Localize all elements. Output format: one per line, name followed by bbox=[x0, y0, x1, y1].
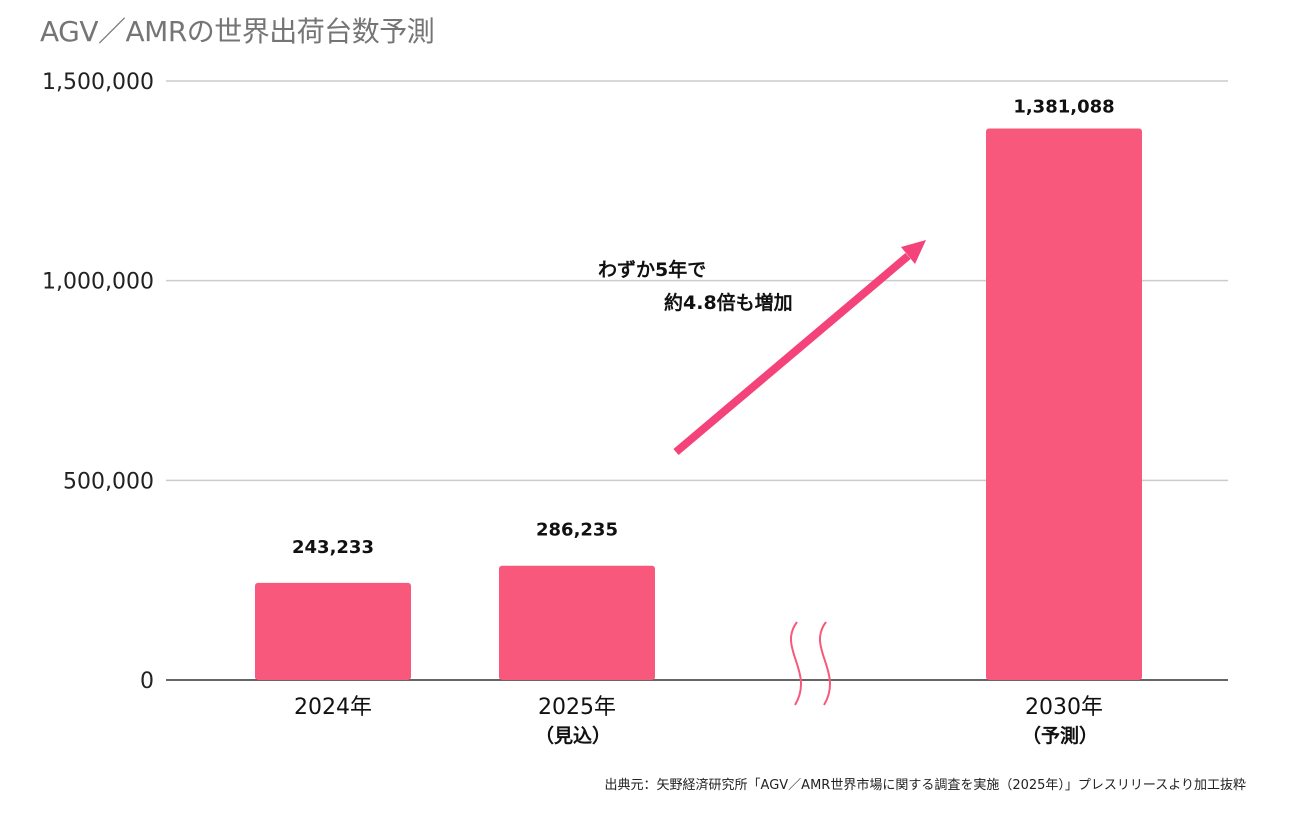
x-tick-note: （予測） bbox=[1022, 724, 1098, 747]
bar-2030年 bbox=[986, 128, 1142, 680]
arrow-head bbox=[901, 240, 926, 264]
arrow-shaft bbox=[673, 252, 911, 456]
y-tick-label: 1,500,000 bbox=[42, 70, 154, 95]
axis-break-wave bbox=[790, 621, 802, 706]
value-label: 286,235 bbox=[536, 520, 618, 541]
y-axis-tick-labels: 0 500,000 1,000,000 1,500,000 bbox=[42, 70, 154, 694]
bar-2024年 bbox=[255, 582, 411, 680]
x-tick-label: 2030年 bbox=[1025, 695, 1103, 720]
source-note: 出典元：矢野経済研究所「AGV／AMR世界市場に関する調査を実施（2025年）」… bbox=[604, 778, 1246, 793]
value-labels: 243,233 286,235 1,381,088 bbox=[292, 96, 1115, 557]
axis-break-marks bbox=[790, 621, 831, 706]
bar-2025年 bbox=[499, 565, 655, 680]
y-tick-label: 500,000 bbox=[63, 469, 154, 494]
axis-break-wave bbox=[819, 621, 831, 706]
annotation-line1: わずか5年で bbox=[598, 259, 707, 281]
chart-title: AGV／AMRの世界出荷台数予測 bbox=[40, 15, 435, 48]
value-label: 243,233 bbox=[292, 537, 374, 558]
y-tick-label: 1,000,000 bbox=[42, 270, 154, 295]
bars bbox=[255, 128, 1142, 680]
growth-arrow bbox=[673, 240, 926, 456]
x-tick-note: （見込） bbox=[535, 724, 611, 747]
x-axis-labels: 2024年 2025年 （見込） 2030年 （予測） bbox=[294, 695, 1103, 747]
annotation-line2: 約4.8倍も増加 bbox=[664, 292, 793, 314]
y-tick-label: 0 bbox=[140, 669, 154, 694]
value-label: 1,381,088 bbox=[1013, 96, 1114, 117]
x-tick-label: 2025年 bbox=[538, 695, 616, 720]
x-tick-label: 2024年 bbox=[294, 695, 372, 720]
